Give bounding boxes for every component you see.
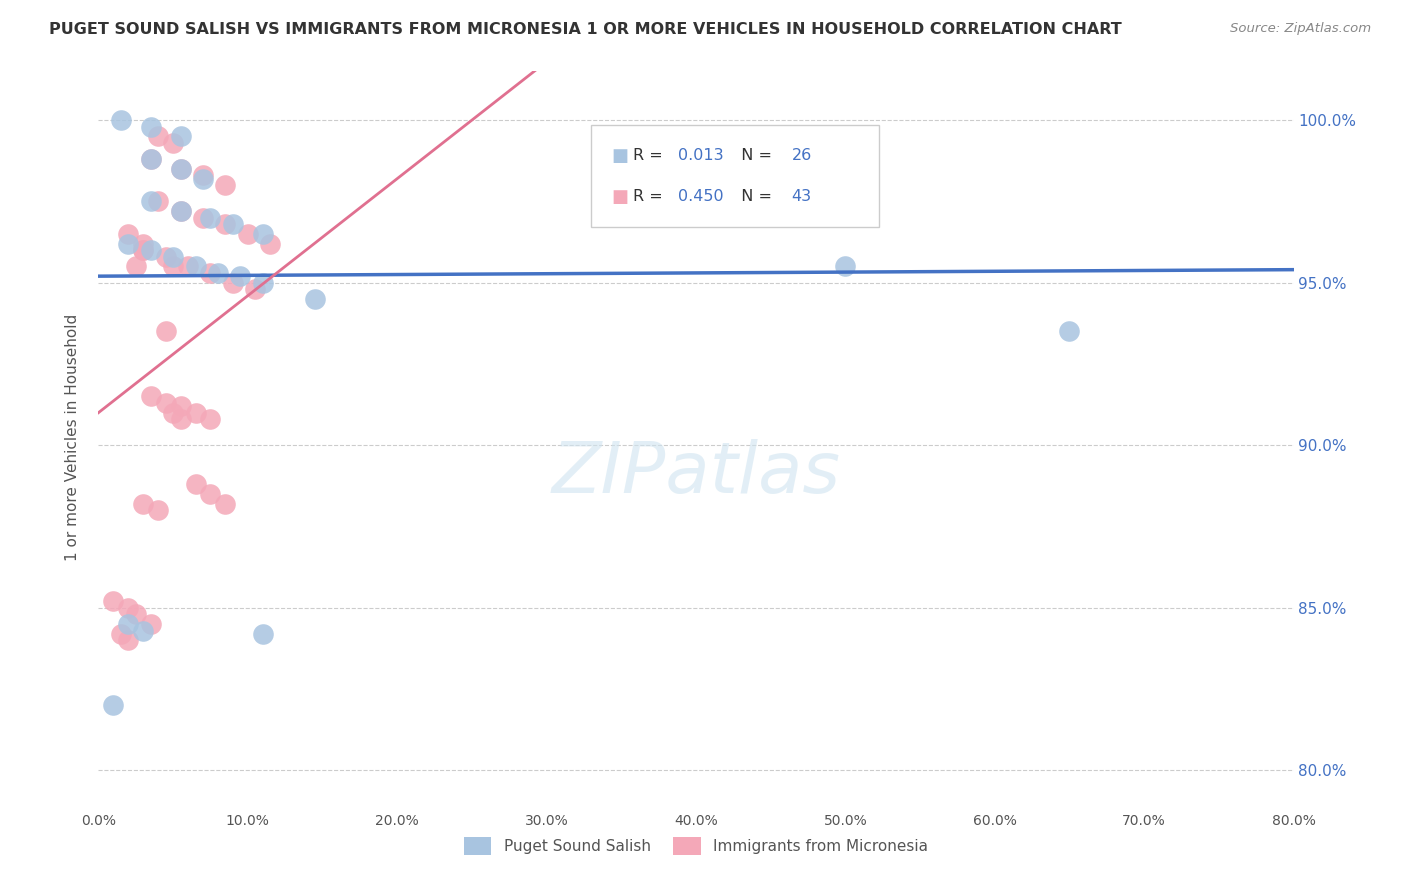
Text: R =: R = bbox=[633, 189, 668, 204]
Text: 26: 26 bbox=[792, 148, 811, 163]
Point bbox=[110, 113, 132, 128]
Text: 43: 43 bbox=[792, 189, 811, 204]
Point bbox=[214, 497, 236, 511]
Point bbox=[177, 260, 200, 274]
Point bbox=[207, 266, 229, 280]
Point bbox=[214, 217, 236, 231]
Point bbox=[155, 396, 177, 410]
Point bbox=[110, 626, 132, 640]
Point bbox=[222, 217, 245, 231]
Point bbox=[117, 236, 139, 251]
Point bbox=[139, 389, 162, 403]
Point bbox=[169, 161, 191, 176]
Point bbox=[222, 276, 245, 290]
Point bbox=[304, 292, 326, 306]
Point bbox=[184, 406, 207, 420]
Point bbox=[148, 194, 170, 209]
Point bbox=[132, 497, 155, 511]
Text: ■: ■ bbox=[612, 188, 628, 206]
Point bbox=[169, 204, 191, 219]
Text: R =: R = bbox=[633, 148, 668, 163]
Text: Source: ZipAtlas.com: Source: ZipAtlas.com bbox=[1230, 22, 1371, 36]
Point bbox=[139, 243, 162, 257]
Point bbox=[169, 129, 191, 144]
Point bbox=[155, 250, 177, 264]
Text: 0.450: 0.450 bbox=[678, 189, 723, 204]
Point bbox=[148, 129, 170, 144]
Point bbox=[125, 260, 148, 274]
Point bbox=[139, 120, 162, 134]
Point bbox=[184, 260, 207, 274]
Point bbox=[139, 152, 162, 166]
Point bbox=[169, 412, 191, 426]
Point bbox=[245, 282, 267, 296]
Point bbox=[191, 169, 214, 183]
Text: ZIPatlas: ZIPatlas bbox=[551, 439, 841, 508]
Point bbox=[200, 266, 222, 280]
Point bbox=[139, 152, 162, 166]
Point bbox=[139, 617, 162, 632]
Point bbox=[117, 633, 139, 648]
Text: ■: ■ bbox=[612, 146, 628, 164]
Point bbox=[117, 227, 139, 241]
Point bbox=[162, 136, 184, 150]
Point bbox=[103, 594, 125, 608]
Point bbox=[117, 600, 139, 615]
Legend: Puget Sound Salish, Immigrants from Micronesia: Puget Sound Salish, Immigrants from Micr… bbox=[458, 831, 934, 861]
Point bbox=[155, 325, 177, 339]
Point bbox=[169, 204, 191, 219]
Point bbox=[117, 617, 139, 632]
Point bbox=[169, 399, 191, 413]
Point bbox=[132, 236, 155, 251]
Point bbox=[214, 178, 236, 193]
Point bbox=[252, 276, 274, 290]
Point bbox=[1059, 325, 1081, 339]
Point bbox=[162, 260, 184, 274]
Point bbox=[148, 503, 170, 517]
Point bbox=[191, 171, 214, 186]
Point bbox=[259, 236, 281, 251]
Point bbox=[252, 227, 274, 241]
Point bbox=[132, 624, 155, 638]
Point bbox=[139, 194, 162, 209]
Point bbox=[834, 260, 856, 274]
Point bbox=[103, 698, 125, 713]
Point bbox=[184, 477, 207, 491]
Point bbox=[200, 487, 222, 501]
Point bbox=[132, 243, 155, 257]
Point bbox=[200, 412, 222, 426]
Point bbox=[162, 250, 184, 264]
Y-axis label: 1 or more Vehicles in Household: 1 or more Vehicles in Household bbox=[65, 313, 80, 561]
Point bbox=[236, 227, 259, 241]
Point bbox=[125, 607, 148, 622]
Text: N =: N = bbox=[731, 148, 778, 163]
Point bbox=[229, 269, 252, 284]
Point bbox=[132, 243, 155, 257]
Text: PUGET SOUND SALISH VS IMMIGRANTS FROM MICRONESIA 1 OR MORE VEHICLES IN HOUSEHOLD: PUGET SOUND SALISH VS IMMIGRANTS FROM MI… bbox=[49, 22, 1122, 37]
Point bbox=[162, 406, 184, 420]
Point bbox=[191, 211, 214, 225]
Point bbox=[200, 211, 222, 225]
Point bbox=[252, 626, 274, 640]
Point bbox=[169, 161, 191, 176]
Text: N =: N = bbox=[731, 189, 778, 204]
Text: 0.013: 0.013 bbox=[678, 148, 723, 163]
